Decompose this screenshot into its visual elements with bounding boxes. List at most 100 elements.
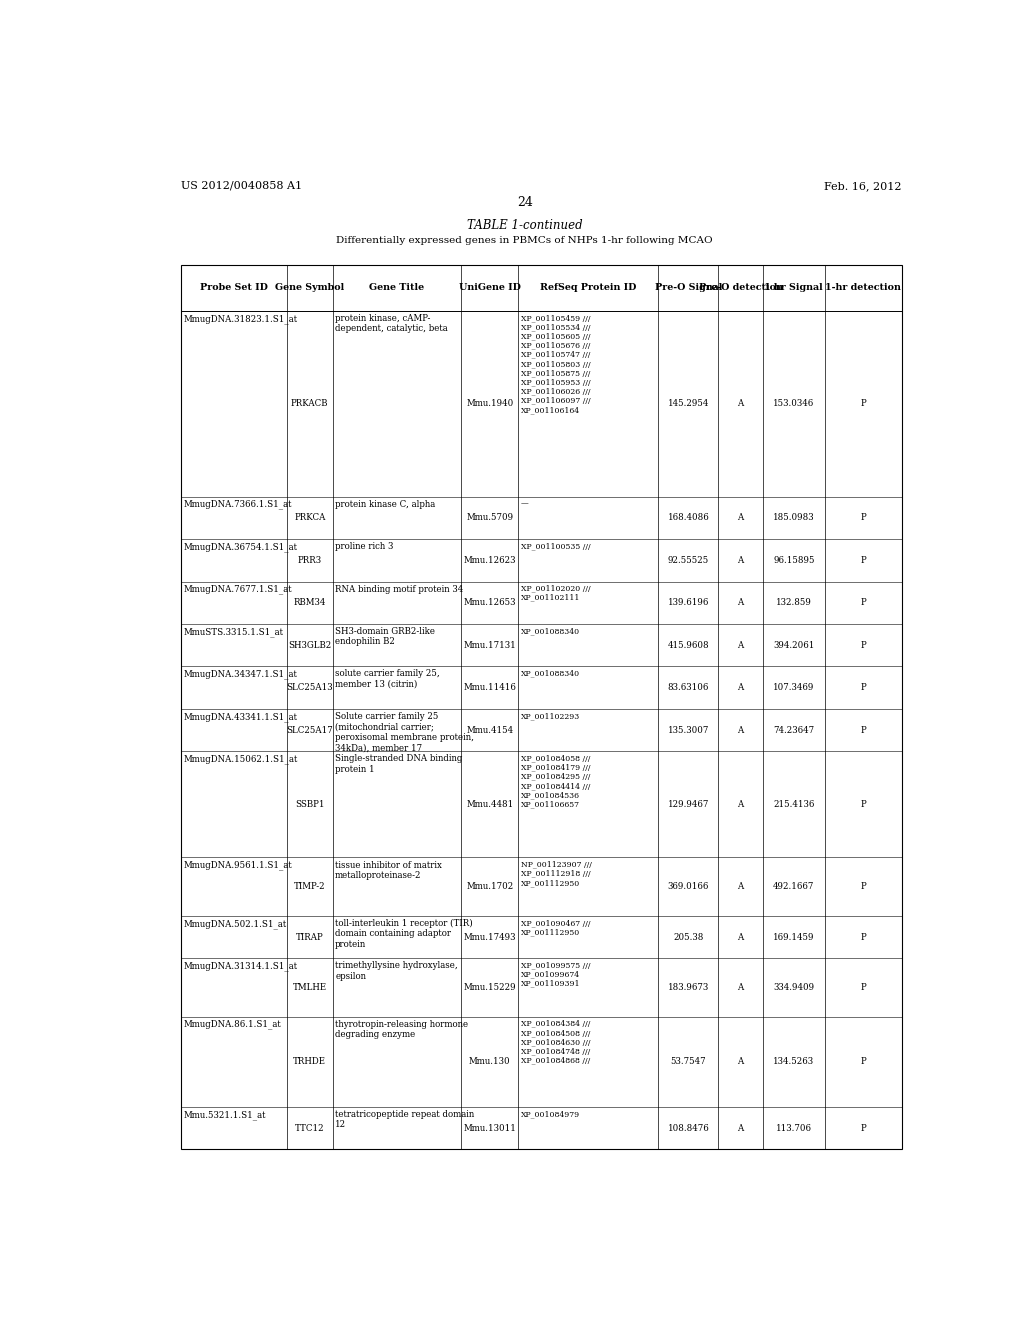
Text: Single-stranded DNA binding
protein 1: Single-stranded DNA binding protein 1	[335, 755, 463, 774]
Text: A: A	[737, 882, 743, 891]
Text: MmugDNA.36754.1.S1_at: MmugDNA.36754.1.S1_at	[183, 543, 298, 552]
Text: Pre-O detection: Pre-O detection	[698, 284, 782, 293]
Text: 1-hr detection: 1-hr detection	[825, 284, 901, 293]
Text: RBM34: RBM34	[294, 598, 326, 607]
Text: 145.2954: 145.2954	[668, 399, 709, 408]
Text: Mmu.17493: Mmu.17493	[464, 933, 516, 941]
Text: P: P	[860, 640, 866, 649]
Text: protein kinase, cAMP-
dependent, catalytic, beta: protein kinase, cAMP- dependent, catalyt…	[335, 314, 447, 334]
Text: Mmu.17131: Mmu.17131	[464, 640, 516, 649]
Text: XP_001100535 ///: XP_001100535 ///	[521, 543, 591, 550]
Text: MmugDNA.7366.1.S1_at: MmugDNA.7366.1.S1_at	[183, 500, 292, 510]
Text: —: —	[521, 500, 528, 508]
Text: PRR3: PRR3	[298, 556, 322, 565]
Text: TRHDE: TRHDE	[293, 1057, 327, 1067]
Text: A: A	[737, 983, 743, 993]
Text: XP_001090467 ///
XP_001112950: XP_001090467 /// XP_001112950	[521, 919, 590, 936]
Text: 129.9467: 129.9467	[668, 800, 709, 809]
Text: thyrotropin-releasing hormone
degrading enzyme: thyrotropin-releasing hormone degrading …	[335, 1020, 468, 1039]
Text: solute carrier family 25,
member 13 (citrin): solute carrier family 25, member 13 (cit…	[335, 669, 440, 689]
Text: 394.2061: 394.2061	[773, 640, 814, 649]
Text: 53.7547: 53.7547	[671, 1057, 707, 1067]
Text: 139.6196: 139.6196	[668, 598, 709, 607]
Text: protein kinase C, alpha: protein kinase C, alpha	[335, 500, 435, 508]
Text: XP_001084384 ///
XP_001084508 ///
XP_001084630 ///
XP_001084748 ///
XP_001084868: XP_001084384 /// XP_001084508 /// XP_001…	[521, 1020, 590, 1064]
Text: XP_001102293: XP_001102293	[521, 711, 580, 719]
Text: 107.3469: 107.3469	[773, 684, 814, 692]
Text: Mmu.12623: Mmu.12623	[464, 556, 516, 565]
Text: A: A	[737, 513, 743, 523]
Text: 83.63106: 83.63106	[668, 684, 709, 692]
Text: Differentially expressed genes in PBMCs of NHPs 1-hr following MCAO: Differentially expressed genes in PBMCs …	[337, 236, 713, 244]
Text: Mmu.4481: Mmu.4481	[466, 800, 513, 809]
Text: A: A	[737, 933, 743, 941]
Text: XP_001105459 ///
XP_001105534 ///
XP_001105605 ///
XP_001105676 ///
XP_001105747: XP_001105459 /// XP_001105534 /// XP_001…	[521, 314, 591, 414]
Text: 205.38: 205.38	[673, 933, 703, 941]
Text: 415.9608: 415.9608	[668, 640, 709, 649]
Text: TMLHE: TMLHE	[293, 983, 327, 993]
Text: P: P	[860, 983, 866, 993]
Text: 168.4086: 168.4086	[668, 513, 710, 523]
Text: TIMP-2: TIMP-2	[294, 882, 326, 891]
Text: A: A	[737, 640, 743, 649]
Text: A: A	[737, 598, 743, 607]
Text: TIRAP: TIRAP	[296, 933, 324, 941]
Text: MmugDNA.15062.1.S1_at: MmugDNA.15062.1.S1_at	[183, 755, 298, 764]
Text: toll-interleukin 1 receptor (TIR)
domain containing adaptor
protein: toll-interleukin 1 receptor (TIR) domain…	[335, 919, 473, 949]
Text: 74.23647: 74.23647	[773, 726, 814, 735]
Text: P: P	[860, 800, 866, 809]
Text: Mmu.1702: Mmu.1702	[466, 882, 513, 891]
Text: 369.0166: 369.0166	[668, 882, 709, 891]
Text: A: A	[737, 1057, 743, 1067]
Text: A: A	[737, 726, 743, 735]
Text: Mmu.15229: Mmu.15229	[464, 983, 516, 993]
Text: MmugDNA.86.1.S1_at: MmugDNA.86.1.S1_at	[183, 1020, 282, 1030]
Text: A: A	[737, 399, 743, 408]
Text: Mmu.13011: Mmu.13011	[464, 1123, 516, 1133]
Text: Gene Title: Gene Title	[370, 284, 425, 293]
Text: Mmu.12653: Mmu.12653	[464, 598, 516, 607]
Text: XP_001088340: XP_001088340	[521, 669, 580, 677]
Text: Mmu.11416: Mmu.11416	[464, 684, 516, 692]
Text: P: P	[860, 598, 866, 607]
Text: A: A	[737, 800, 743, 809]
Text: P: P	[860, 882, 866, 891]
Text: 108.8476: 108.8476	[668, 1123, 710, 1133]
Text: NP_001123907 ///
XP_001112918 ///
XP_001112950: NP_001123907 /// XP_001112918 /// XP_001…	[521, 861, 592, 887]
Text: UniGene ID: UniGene ID	[459, 284, 521, 293]
Text: Solute carrier family 25
(mitochondrial carrier;
peroxisomal membrane protein,
3: Solute carrier family 25 (mitochondrial …	[335, 711, 474, 752]
Text: RefSeq Protein ID: RefSeq Protein ID	[540, 284, 637, 293]
Text: XP_001102020 ///
XP_001102111: XP_001102020 /// XP_001102111	[521, 585, 591, 602]
Text: 113.706: 113.706	[776, 1123, 812, 1133]
Text: Pre-O Signal: Pre-O Signal	[654, 284, 722, 293]
Text: Gene Symbol: Gene Symbol	[275, 284, 344, 293]
Text: 169.1459: 169.1459	[773, 933, 814, 941]
Text: TTC12: TTC12	[295, 1123, 325, 1133]
Text: MmugDNA.502.1.S1_at: MmugDNA.502.1.S1_at	[183, 919, 287, 928]
Text: SLC25A13: SLC25A13	[287, 684, 333, 692]
Text: Probe Set ID: Probe Set ID	[200, 284, 268, 293]
Text: RNA binding motif protein 34: RNA binding motif protein 34	[335, 585, 464, 594]
Text: 153.0346: 153.0346	[773, 399, 814, 408]
Text: trimethyllysine hydroxylase,
epsilon: trimethyllysine hydroxylase, epsilon	[335, 961, 458, 981]
Text: MmugDNA.9561.1.S1_at: MmugDNA.9561.1.S1_at	[183, 861, 292, 870]
Text: 132.859: 132.859	[776, 598, 812, 607]
Text: MmugDNA.31823.1.S1_at: MmugDNA.31823.1.S1_at	[183, 314, 298, 323]
Text: tissue inhibitor of matrix
metalloproteinase-2: tissue inhibitor of matrix metalloprotei…	[335, 861, 442, 880]
Text: 92.55525: 92.55525	[668, 556, 709, 565]
Text: proline rich 3: proline rich 3	[335, 543, 393, 552]
Text: MmugDNA.7677.1.S1_at: MmugDNA.7677.1.S1_at	[183, 585, 292, 594]
Text: MmugDNA.34347.1.S1_at: MmugDNA.34347.1.S1_at	[183, 669, 297, 680]
Text: 185.0983: 185.0983	[773, 513, 815, 523]
Text: XP_001088340: XP_001088340	[521, 627, 580, 635]
Text: P: P	[860, 684, 866, 692]
Text: Mmu.4154: Mmu.4154	[466, 726, 513, 735]
Text: 183.9673: 183.9673	[668, 983, 709, 993]
Text: tetratricopeptide repeat domain
12: tetratricopeptide repeat domain 12	[335, 1110, 474, 1130]
Text: XP_001084058 ///
XP_001084179 ///
XP_001084295 ///
XP_001084414 ///
XP_001084536: XP_001084058 /// XP_001084179 /// XP_001…	[521, 755, 590, 808]
Text: P: P	[860, 1123, 866, 1133]
Text: Mmu.5321.1.S1_at: Mmu.5321.1.S1_at	[183, 1110, 266, 1119]
Text: US 2012/0040858 A1: US 2012/0040858 A1	[181, 181, 302, 191]
Text: MmuSTS.3315.1.S1_at: MmuSTS.3315.1.S1_at	[183, 627, 284, 636]
Text: Mmu.1940: Mmu.1940	[466, 399, 513, 408]
